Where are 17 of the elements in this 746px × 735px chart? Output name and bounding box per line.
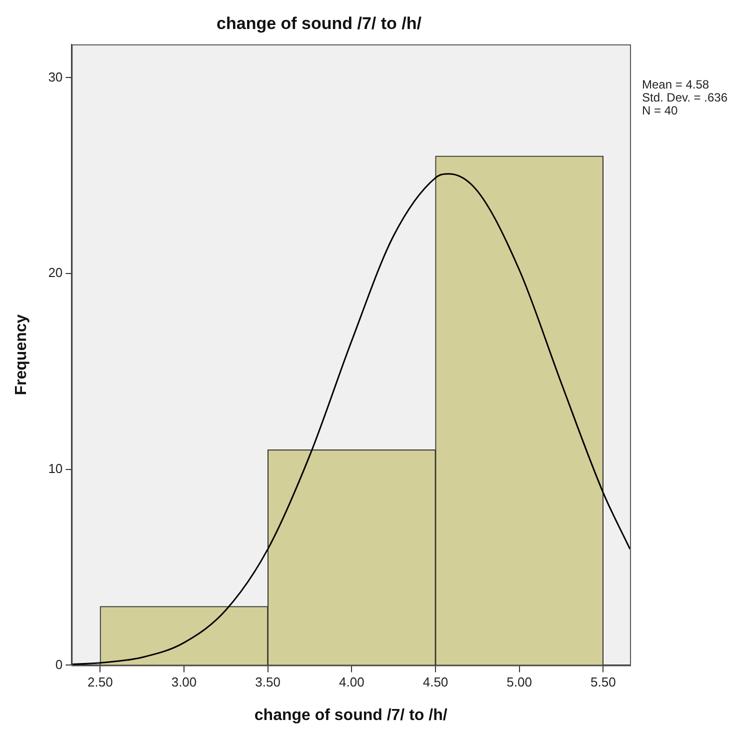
- x-tick-label: 2.50: [88, 674, 113, 690]
- y-tick-label: 30: [48, 69, 63, 84]
- x-tick-label: 5.00: [506, 674, 532, 690]
- text: Mean = 4.58: [642, 78, 710, 92]
- x-tick-label: 5.50: [590, 674, 616, 690]
- x-tick-label: 3.00: [171, 674, 197, 690]
- y-axis-title: Frequency: [13, 314, 30, 396]
- chart-title: change of sound /7/ to /h/: [216, 14, 422, 33]
- x-axis-title: change of sound /7/ to /h/: [254, 706, 448, 724]
- text: Std. Dev. = .636: [642, 90, 728, 105]
- x-tick-label: 4.00: [339, 674, 364, 690]
- text: N = 40: [642, 104, 678, 118]
- y-tick-label: 20: [48, 265, 63, 280]
- y-tick-label: 0: [55, 656, 63, 672]
- y-tick-label: 10: [48, 460, 63, 476]
- x-tick-label: 3.50: [255, 674, 280, 690]
- x-tick-label: 4.50: [422, 674, 448, 690]
